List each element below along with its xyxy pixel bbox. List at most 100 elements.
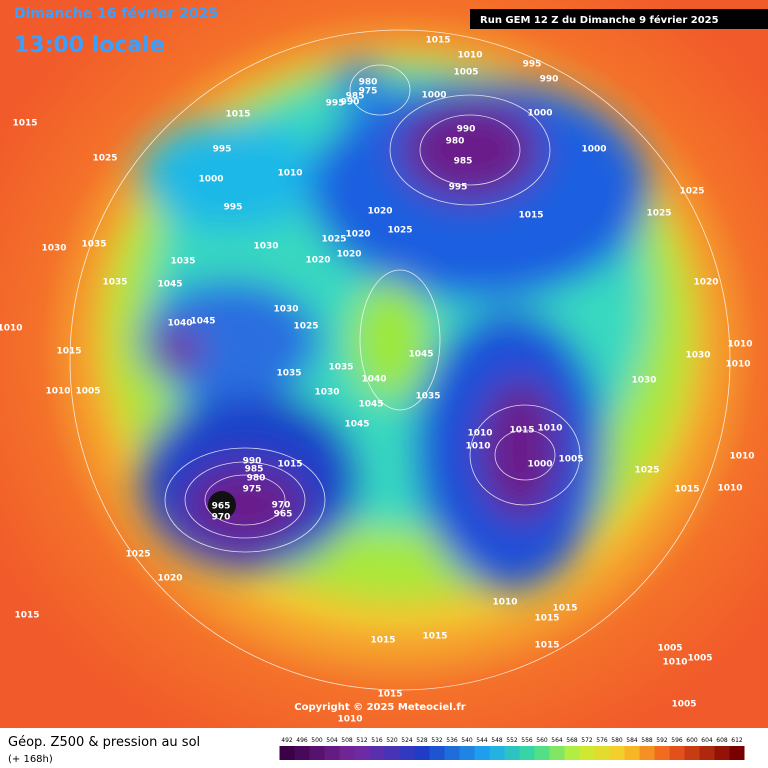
scale-swatch <box>489 746 505 760</box>
isobar-label: 1020 <box>336 250 361 260</box>
isobar-label: 1030 <box>685 351 710 361</box>
isobar-label: 1035 <box>276 369 301 379</box>
isobar-label: 1020 <box>367 207 392 217</box>
isobar-label: 1015 <box>370 636 395 646</box>
scale-swatch <box>324 746 340 760</box>
isobar-label: 965 <box>212 502 231 512</box>
isobar-label: 1045 <box>157 280 182 290</box>
isobar-label: 985 <box>245 465 264 475</box>
scale-swatch <box>669 746 685 760</box>
isobar-label: 1010 <box>537 424 562 434</box>
scale-swatch <box>714 746 730 760</box>
isobar-label: 1010 <box>727 340 752 350</box>
scale-swatch <box>639 746 655 760</box>
scale-label: 552 <box>506 737 518 744</box>
run-info: Run GEM 12 Z du Dimanche 9 février 2025 <box>480 14 719 26</box>
low-center <box>208 491 236 519</box>
isobar-label: 1045 <box>408 350 433 360</box>
scale-swatch <box>684 746 700 760</box>
scale-swatch <box>354 746 370 760</box>
isobar-label: 1045 <box>190 317 215 327</box>
scale-label: 600 <box>686 737 698 744</box>
scale-label: 592 <box>656 737 668 744</box>
copyright: Copyright © 2025 Meteociel.fr <box>294 702 465 713</box>
scale-swatch <box>594 746 610 760</box>
isobar-label: 1035 <box>170 257 195 267</box>
isobar-label: 1010 <box>662 658 687 668</box>
isobar-label: 1010 <box>729 452 754 462</box>
scale-label: 544 <box>476 737 488 744</box>
isobar-label: 1020 <box>693 278 718 288</box>
scale-swatch <box>609 746 625 760</box>
isobar-label: 1025 <box>92 154 117 164</box>
scale-swatch <box>564 746 580 760</box>
scale-swatch <box>729 746 745 760</box>
scale-label: 596 <box>671 737 683 744</box>
isobar-label: 1035 <box>102 278 127 288</box>
isobar-label: 1015 <box>12 119 37 129</box>
isobar-label: 1025 <box>125 550 150 560</box>
isobar-label: 1000 <box>198 175 223 185</box>
isobar-label: 995 <box>449 183 468 193</box>
isobar-label: 975 <box>243 485 262 495</box>
isobar-label: 980 <box>247 474 266 484</box>
isobar-label: 1010 <box>337 715 362 725</box>
scale-swatch <box>624 746 640 760</box>
isobar-label: 1010 <box>465 442 490 452</box>
scale-swatch <box>519 746 535 760</box>
scale-label: 508 <box>341 737 353 744</box>
isobar-label: 980 <box>446 137 465 147</box>
isobar-label: 1025 <box>634 466 659 476</box>
isobar-label: 1005 <box>453 68 478 78</box>
isobar-label: 1020 <box>345 230 370 240</box>
scale-label: 568 <box>566 737 578 744</box>
scale-swatch <box>504 746 520 760</box>
isobar-label: 1025 <box>321 235 346 245</box>
isobar-label: 1010 <box>717 484 742 494</box>
isobar-label: 1000 <box>527 109 552 119</box>
isobar-label: 1015 <box>377 690 402 700</box>
scale-label: 520 <box>386 737 398 744</box>
isobar-label: 1010 <box>0 324 23 334</box>
scale-swatch <box>699 746 715 760</box>
scale-label: 492 <box>281 737 293 744</box>
scale-label: 572 <box>581 737 593 744</box>
scale-label: 584 <box>626 737 638 744</box>
isobar-label: 995 <box>326 99 345 109</box>
footer-lead: (+ 168h) <box>8 754 53 765</box>
scale-label: 560 <box>536 737 548 744</box>
footer-title: Géop. Z500 & pression au sol <box>8 735 200 750</box>
geopotential-field <box>110 60 690 600</box>
isobar-label: 970 <box>212 513 231 523</box>
isobar-label: 1015 <box>422 632 447 642</box>
isobar-label: 1040 <box>167 319 192 329</box>
scale-label: 532 <box>431 737 443 744</box>
isobar-label: 1030 <box>273 305 298 315</box>
scale-label: 504 <box>326 737 338 744</box>
isobar-label: 1025 <box>293 322 318 332</box>
isobar-label: 990 <box>341 98 360 108</box>
scale-label: 588 <box>641 737 653 744</box>
scale-label: 512 <box>356 737 368 744</box>
isobar-label: 1045 <box>358 400 383 410</box>
scale-swatch <box>414 746 430 760</box>
scale-swatch <box>549 746 565 760</box>
isobar-label: 965 <box>274 510 293 520</box>
scale-label: 604 <box>701 737 713 744</box>
isobar-label: 1040 <box>361 375 386 385</box>
scale-swatch <box>429 746 445 760</box>
isobar-label: 1015 <box>509 426 534 436</box>
scale-label: 496 <box>296 737 308 744</box>
isobar-label: 980 <box>359 78 378 88</box>
forecast-time: 13:00 locale <box>14 33 165 58</box>
scale-label: 528 <box>416 737 428 744</box>
isobar-label: 1030 <box>253 242 278 252</box>
isobar-label: 1000 <box>421 91 446 101</box>
scale-swatch <box>474 746 490 760</box>
scale-swatch <box>444 746 460 760</box>
isobar-label: 1000 <box>527 460 552 470</box>
isobar-label: 985 <box>346 92 365 102</box>
isobar-label: 1030 <box>314 388 339 398</box>
scale-swatch <box>339 746 355 760</box>
isobar-label: 1015 <box>552 604 577 614</box>
